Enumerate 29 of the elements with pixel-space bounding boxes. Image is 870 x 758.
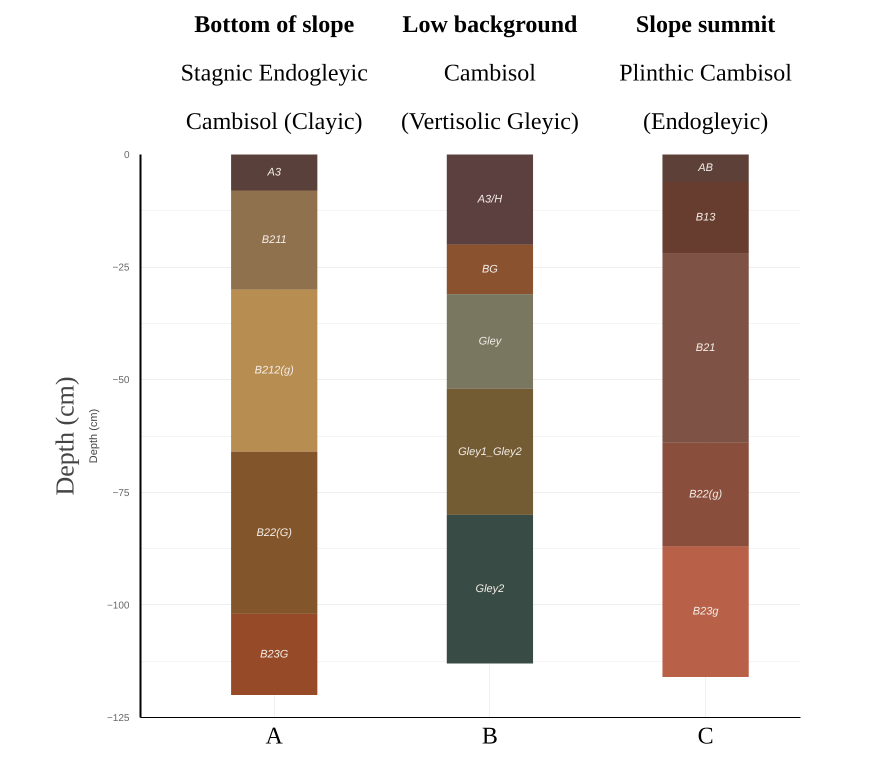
series-label: AB <box>697 162 713 174</box>
series-label: Gley1_Gley2 <box>458 446 522 458</box>
y-tick-label: −125 <box>106 713 130 724</box>
series-label: B23G <box>260 648 289 660</box>
text: Low background Cambisol (Vertisolic Gleyic) <box>400 12 579 136</box>
x-tick-label: C <box>698 724 714 750</box>
text: Slope summit Plinthic Cambisol (Endogleyic) <box>619 12 792 136</box>
series-label: A3/H <box>476 194 502 206</box>
x-tick-label: A <box>266 724 284 750</box>
y-tick-label: −75 <box>112 488 130 499</box>
series-label: A3 <box>266 166 282 179</box>
series-label: B22(G) <box>256 526 292 539</box>
series-label: Gley2 <box>476 583 504 596</box>
series-label: Gley <box>478 335 503 348</box>
series-label: B21 <box>696 342 716 354</box>
text: Depth (cm) <box>50 376 80 496</box>
series-label: B212(g) <box>254 364 294 377</box>
series-label: B23g <box>692 606 720 618</box>
series-label: B22(g) <box>689 488 722 501</box>
y-tick-label: −100 <box>106 600 130 612</box>
x-tick-label: B <box>482 724 498 750</box>
series-label: B211 <box>262 234 287 246</box>
y-tick-label: −50 <box>112 375 130 386</box>
y-tick-label: −25 <box>112 262 130 274</box>
y-axis-title: Depth (cm) <box>88 408 100 464</box>
series-label: B13 <box>696 212 716 224</box>
y-tick-label: 0 <box>124 150 130 161</box>
text: Bottom of slope Stagnic Endogleyic Cambisol (Clayic) <box>180 12 368 136</box>
series-label: BG <box>482 263 498 276</box>
